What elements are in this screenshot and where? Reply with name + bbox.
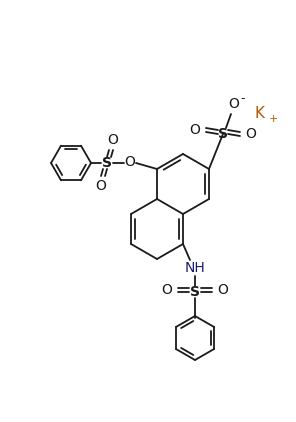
Text: +: + — [269, 114, 278, 124]
Text: NH: NH — [185, 261, 205, 275]
Text: O: O — [96, 179, 107, 193]
Text: -: - — [241, 92, 245, 106]
Text: O: O — [107, 133, 118, 147]
Text: S: S — [102, 156, 112, 170]
Text: O: O — [125, 155, 136, 169]
Text: S: S — [218, 127, 228, 141]
Text: O: O — [162, 283, 173, 297]
Text: K: K — [255, 106, 265, 122]
Text: O: O — [189, 123, 200, 137]
Text: O: O — [218, 283, 229, 297]
Text: O: O — [229, 97, 239, 111]
Text: O: O — [246, 127, 256, 141]
Text: S: S — [190, 285, 200, 299]
